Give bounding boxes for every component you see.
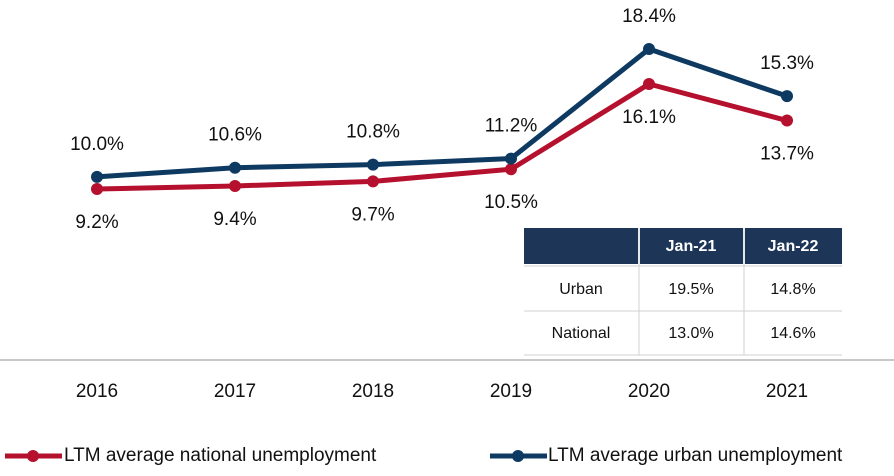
table-header: Jan-22 xyxy=(768,238,819,255)
table-cell: 14.6% xyxy=(770,325,815,342)
point xyxy=(643,78,655,90)
legend-swatch-dot xyxy=(512,450,524,462)
x-tick-label: 2016 xyxy=(76,381,118,402)
x-tick-label: 2019 xyxy=(490,381,532,402)
data-label: 9.2% xyxy=(75,212,118,233)
table-cell: 14.8% xyxy=(770,281,815,298)
table-cell: 19.5% xyxy=(668,281,713,298)
table-header: Jan-21 xyxy=(666,238,717,255)
data-label: 10.5% xyxy=(484,192,538,213)
table-cell: National xyxy=(552,325,611,342)
x-tick-label: 2018 xyxy=(352,381,394,402)
x-tick-label: 2020 xyxy=(628,381,670,402)
data-label: 11.2% xyxy=(485,116,538,137)
table-cell: Urban xyxy=(559,281,603,298)
point xyxy=(505,163,517,176)
table-header-cell xyxy=(524,228,638,264)
point xyxy=(505,152,517,165)
point xyxy=(781,114,793,127)
point xyxy=(91,170,103,183)
data-label: 10.6% xyxy=(208,125,262,146)
legend-label: LTM average national unemployment xyxy=(64,445,377,466)
legend-label: LTM average urban unemployment xyxy=(548,445,843,466)
point xyxy=(229,179,241,192)
x-tick-label: 2021 xyxy=(766,381,808,402)
table-cell: 13.0% xyxy=(668,325,713,342)
point xyxy=(91,183,103,195)
point xyxy=(229,161,241,174)
point xyxy=(643,43,655,55)
data-label: 15.3% xyxy=(760,53,814,74)
x-tick-label: 2017 xyxy=(214,381,256,402)
table-header-cell xyxy=(745,228,842,264)
table-header-cell xyxy=(640,228,743,264)
data-label: 16.1% xyxy=(622,107,676,128)
series-line xyxy=(96,81,788,192)
data-label: 9.4% xyxy=(213,209,256,230)
point xyxy=(367,175,379,188)
point xyxy=(781,90,793,103)
data-label: 9.7% xyxy=(351,204,394,225)
data-label: 10.8% xyxy=(346,122,400,143)
series-line xyxy=(96,46,788,180)
point xyxy=(367,158,379,171)
data-label: 10.0% xyxy=(70,134,124,155)
inset-table: Jan-21 Jan-22 Urban 19.5% 14.8% National… xyxy=(524,228,842,356)
legend-swatch-dot xyxy=(27,450,39,462)
data-label: 13.7% xyxy=(760,144,814,165)
data-label: 18.4% xyxy=(622,6,676,27)
